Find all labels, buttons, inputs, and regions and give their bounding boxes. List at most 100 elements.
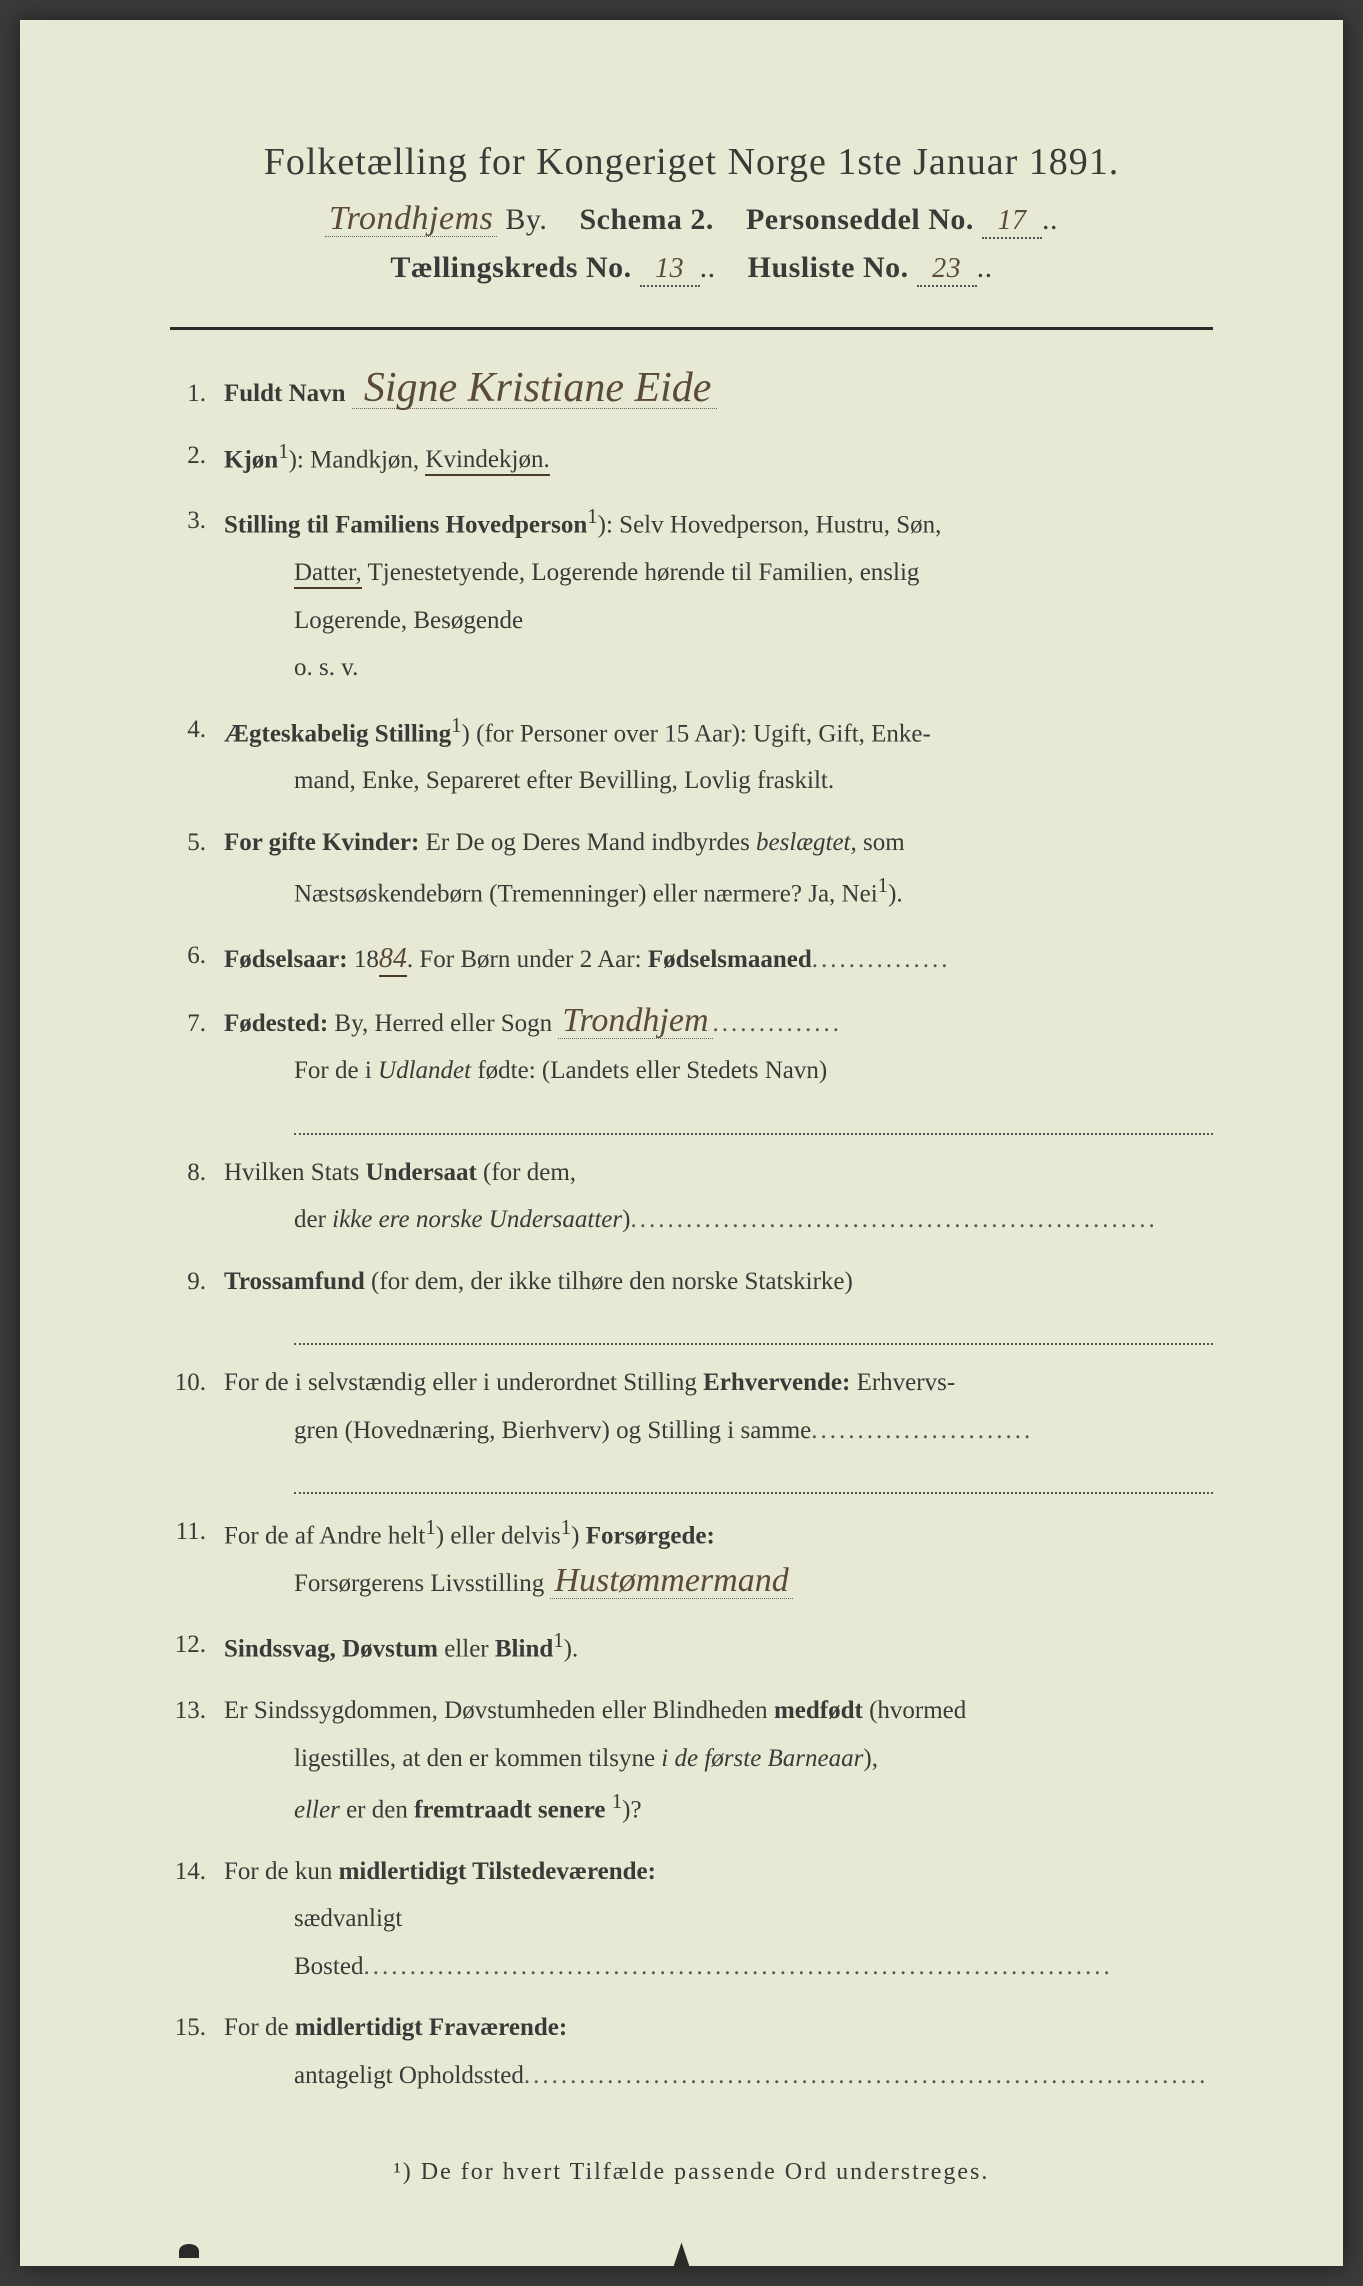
bold: medfødt <box>774 1697 863 1724</box>
item-body: For de midlertidigt Fraværende: antageli… <box>224 2004 1213 2099</box>
item-body: For gifte Kvinder: Er De og Deres Mand i… <box>224 819 1213 918</box>
item-2: 2. Kjøn1): Mandkjøn, Kvindekjøn. <box>170 432 1213 484</box>
prefix: 18 <box>348 946 379 973</box>
footnote: ¹) De for hvert Tilfælde passende Ord un… <box>170 2159 1213 2186</box>
line2t: Næstsøskendebørn (Tremenninger) eller næ… <box>294 881 878 908</box>
subtitle-1: Trondhjems By. Schema 2. Personseddel No… <box>170 202 1213 239</box>
schema-label: Schema 2. <box>579 203 714 236</box>
item-body: Kjøn1): Mandkjøn, Kvindekjøn. <box>224 432 1213 484</box>
dots: ........................................… <box>524 2062 1209 2089</box>
bold: midlertidigt Tilstedeværende: <box>339 1858 656 1885</box>
bold: Erhvervende: <box>703 1369 850 1396</box>
item-body: For de af Andre helt1) eller delvis1) Fo… <box>224 1508 1213 1607</box>
ital: i de første Barneaar <box>661 1745 863 1772</box>
form-header: Folketælling for Kongeriget Norge 1ste J… <box>170 140 1213 287</box>
birth-year: 84 <box>379 943 407 977</box>
full-name-value: Signe Kristiane Eide <box>352 370 718 409</box>
item-num: 1. <box>170 370 224 418</box>
l2: gren (Hovednæring, Bierhverv) og Stillin… <box>294 1417 811 1444</box>
husliste-no: 23 <box>917 253 977 287</box>
item-body: Hvilken Stats Undersaat (for dem, der ik… <box>224 1149 1213 1244</box>
end: ). <box>564 1636 579 1663</box>
line2: Næstsøskendebørn (Tremenninger) eller næ… <box>224 866 1213 918</box>
personseddel-no: 17 <box>982 205 1042 239</box>
dotted-blank <box>294 1305 1213 1345</box>
item-body: Sindssvag, Døvstum eller Blind1). <box>224 1621 1213 1673</box>
label-fodested: Fødested: <box>224 1010 328 1037</box>
item-body: Trossamfund (for dem, der ikke tilhøre d… <box>224 1258 1213 1346</box>
item-num: 12. <box>170 1621 224 1673</box>
l1: For de af Andre helt <box>224 1522 425 1549</box>
item-14: 14. For de kun midlertidigt Tilstedevære… <box>170 1848 1213 1991</box>
line2: ligestilles, at den er kommen tilsyne i … <box>224 1735 1213 1783</box>
item-7: 7. Fødested: By, Herred eller Sogn Trond… <box>170 1000 1213 1135</box>
l1: For de i selvstændig eller i underordnet… <box>224 1369 703 1396</box>
tail: ) (for Personer over 15 Aar): Ugift, Gif… <box>462 720 931 747</box>
l1: For de kun <box>224 1858 339 1885</box>
label-sindssvag: Sindssvag, Døvstum <box>224 1636 438 1663</box>
l2b: fødte: (Landets eller Stedets Navn) <box>471 1057 827 1084</box>
item-num: 10. <box>170 1359 224 1494</box>
end: ). <box>888 881 903 908</box>
personseddel-label: Personseddel No. <box>746 203 974 236</box>
main-title: Folketælling for Kongeriget Norge 1ste J… <box>170 140 1213 184</box>
ital: beslægtet, <box>756 829 857 856</box>
item-body: Fødselsaar: 1884. For Børn under 2 Aar: … <box>224 932 1213 985</box>
sup: 1 <box>878 873 888 897</box>
sup: 1 <box>451 713 461 737</box>
item-11: 11. For de af Andre helt1) eller delvis1… <box>170 1508 1213 1607</box>
sup: 1 <box>612 1789 622 1813</box>
item-num: 2. <box>170 432 224 484</box>
l1: Hvilken Stats <box>224 1159 366 1186</box>
birthplace-value: Trondhjem <box>558 1004 712 1039</box>
tail: (hvormed <box>863 1697 966 1724</box>
line3: eller er den fremtraadt senere 1)? <box>224 1782 1213 1834</box>
item-body: Er Sindssygdommen, Døvstumheden eller Bl… <box>224 1687 1213 1834</box>
dotted-blank <box>294 1454 1213 1494</box>
dots: ........................ <box>811 1417 1033 1444</box>
item-body: Ægteskabelig Stilling1) (for Personer ov… <box>224 706 1213 805</box>
item-body: Fuldt Navn Signe Kristiane Eide <box>224 370 1213 418</box>
dots: ........................................… <box>630 1206 1157 1233</box>
tail: Er De og Deres Mand indbyrdes <box>419 829 756 856</box>
item-num: 5. <box>170 819 224 918</box>
l3b: er den <box>340 1796 414 1823</box>
kjon-selected: Kvindekjøn. <box>425 446 549 476</box>
line2: For de i Udlandet fødte: (Landets eller … <box>224 1047 1213 1095</box>
item-num: 15. <box>170 2004 224 2099</box>
l2: antageligt Opholdssted <box>294 2062 524 2089</box>
l2: Forsørgerens Livsstilling <box>294 1570 550 1597</box>
line2: Datter, Tjenestetyende, Logerende hørend… <box>224 549 1213 597</box>
tail: (for dem, der ikke tilhøre den norske St… <box>365 1268 853 1295</box>
end: )? <box>622 1796 641 1823</box>
l2ital: Udlandet <box>378 1057 471 1084</box>
item-num: 14. <box>170 1848 224 1991</box>
item-body: Stilling til Familiens Hovedperson1): Se… <box>224 497 1213 691</box>
item-body: Fødested: By, Herred eller Sogn Trondhje… <box>224 1000 1213 1135</box>
dots: ............... <box>812 946 951 973</box>
label-fodselsmaaned: Fødselsmaaned <box>648 946 812 973</box>
label-gifte: For gifte Kvinder: <box>224 829 419 856</box>
label-fodselsaar: Fødselsaar: <box>224 946 348 973</box>
line2: sædvanligt Bosted.......................… <box>224 1895 1213 1990</box>
item-num: 11. <box>170 1508 224 1607</box>
bold: Forsørgede: <box>586 1522 715 1549</box>
l2b: ), <box>863 1745 878 1772</box>
l3a: eller <box>294 1796 340 1823</box>
label-fuldt-navn: Fuldt Navn <box>224 380 346 407</box>
line2: mand, Enke, Separeret efter Bevilling, L… <box>224 757 1213 805</box>
tail: Erhvervs- <box>850 1369 955 1396</box>
bold: midlertidigt Fraværende: <box>295 2014 567 2041</box>
l1: For de <box>224 2014 295 2041</box>
line2: antageligt Opholdssted..................… <box>224 2052 1213 2100</box>
form-items: 1. Fuldt Navn Signe Kristiane Eide 2. Kj… <box>170 370 1213 2099</box>
stilling-selected: Datter, <box>294 559 362 589</box>
tail2: som <box>857 829 905 856</box>
sup: 1 <box>278 439 288 463</box>
item-num: 8. <box>170 1149 224 1244</box>
item-4: 4. Ægteskabelig Stilling1) (for Personer… <box>170 706 1213 805</box>
label-kjon: Kjøn <box>224 446 278 473</box>
item-num: 4. <box>170 706 224 805</box>
tail: ): Selv Hovedperson, Hustru, Søn, <box>598 512 942 539</box>
bold2: fremtraadt senere <box>414 1796 605 1823</box>
